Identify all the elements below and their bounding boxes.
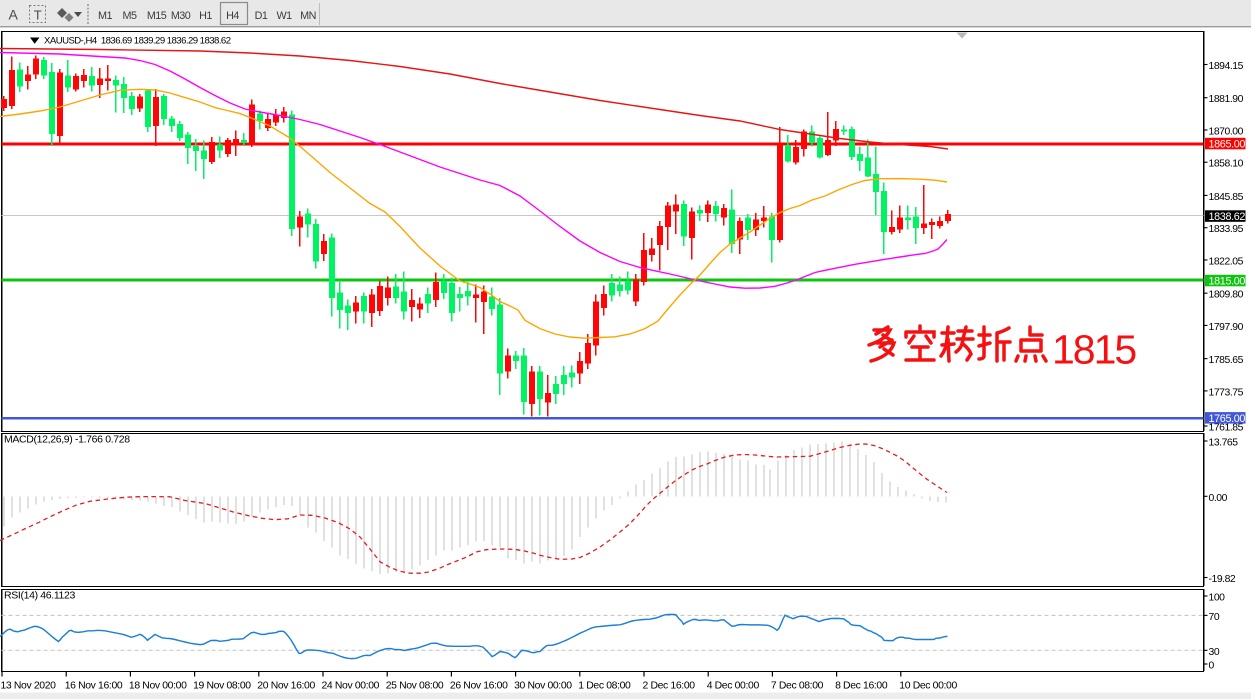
svg-text:1815.00: 1815.00 (1209, 276, 1246, 288)
svg-text:D1: D1 (255, 10, 268, 22)
svg-text:1809.80: 1809.80 (1209, 290, 1244, 301)
svg-text:4 Dec 00:00: 4 Dec 00:00 (707, 681, 760, 692)
svg-text:1822.05: 1822.05 (1209, 256, 1244, 267)
svg-text:18 Nov 00:00: 18 Nov 00:00 (129, 681, 187, 692)
svg-text:T: T (34, 8, 42, 23)
svg-text:30 Nov 00:00: 30 Nov 00:00 (514, 681, 572, 692)
svg-text:MACD(12,26,9) -1.766 0.728: MACD(12,26,9) -1.766 0.728 (4, 434, 130, 446)
svg-text:1858.10: 1858.10 (1209, 159, 1244, 170)
svg-text:1833.95: 1833.95 (1209, 224, 1244, 235)
svg-text:1761.85: 1761.85 (1209, 423, 1244, 434)
svg-text:7 Dec 08:00: 7 Dec 08:00 (771, 681, 824, 692)
svg-text:1845.85: 1845.85 (1209, 192, 1244, 203)
svg-text:2 Dec 16:00: 2 Dec 16:00 (643, 681, 696, 692)
svg-text:1865.00: 1865.00 (1209, 139, 1246, 151)
svg-text:1870.00: 1870.00 (1209, 126, 1244, 137)
svg-text:W1: W1 (276, 10, 292, 22)
svg-text:25 Nov 08:00: 25 Nov 08:00 (386, 681, 444, 692)
svg-text:0.00: 0.00 (1209, 493, 1228, 504)
svg-text:H1: H1 (199, 10, 212, 22)
svg-text:1773.75: 1773.75 (1209, 387, 1244, 398)
svg-text:H4: H4 (226, 10, 239, 22)
svg-text:1894.15: 1894.15 (1209, 61, 1244, 72)
svg-text:1797.90: 1797.90 (1209, 322, 1244, 333)
svg-text:10 Dec 00:00: 10 Dec 00:00 (899, 681, 957, 692)
svg-text:0: 0 (1209, 661, 1215, 672)
svg-text:1881.90: 1881.90 (1209, 94, 1244, 105)
svg-text:1838.62: 1838.62 (1209, 211, 1246, 223)
svg-text:16 Nov 16:00: 16 Nov 16:00 (65, 681, 123, 692)
svg-text:1765.00: 1765.00 (1209, 413, 1246, 425)
svg-text:M1: M1 (98, 10, 112, 22)
svg-text:19 Nov 08:00: 19 Nov 08:00 (193, 681, 251, 692)
svg-text:M30: M30 (171, 10, 191, 22)
svg-text:XAUUSD-,H4 1836.69 1839.29 18: XAUUSD-,H4 1836.69 1839.29 1836.29 1838.… (44, 36, 231, 47)
svg-text:M15: M15 (147, 10, 167, 22)
svg-text:24 Nov 00:00: 24 Nov 00:00 (322, 681, 380, 692)
svg-text:26 Nov 16:00: 26 Nov 16:00 (450, 681, 508, 692)
svg-text:1 Dec 08:00: 1 Dec 08:00 (578, 681, 631, 692)
svg-text:MN: MN (300, 10, 316, 22)
svg-text:30: 30 (1209, 647, 1220, 658)
svg-text:100: 100 (1209, 593, 1226, 604)
svg-text:13 Nov 2020: 13 Nov 2020 (1, 681, 57, 692)
svg-text:20 Nov 16:00: 20 Nov 16:00 (257, 681, 315, 692)
svg-text:RSI(14) 46.1123: RSI(14) 46.1123 (4, 590, 76, 602)
svg-text:-19.82: -19.82 (1209, 574, 1236, 585)
svg-text:A: A (9, 7, 19, 23)
svg-text:M5: M5 (123, 10, 137, 22)
svg-text:1815: 1815 (1052, 327, 1136, 373)
svg-text:70: 70 (1209, 612, 1220, 623)
svg-text:13.765: 13.765 (1209, 438, 1239, 449)
svg-text:8 Dec 16:00: 8 Dec 16:00 (835, 681, 888, 692)
svg-text:1785.65: 1785.65 (1209, 355, 1244, 366)
